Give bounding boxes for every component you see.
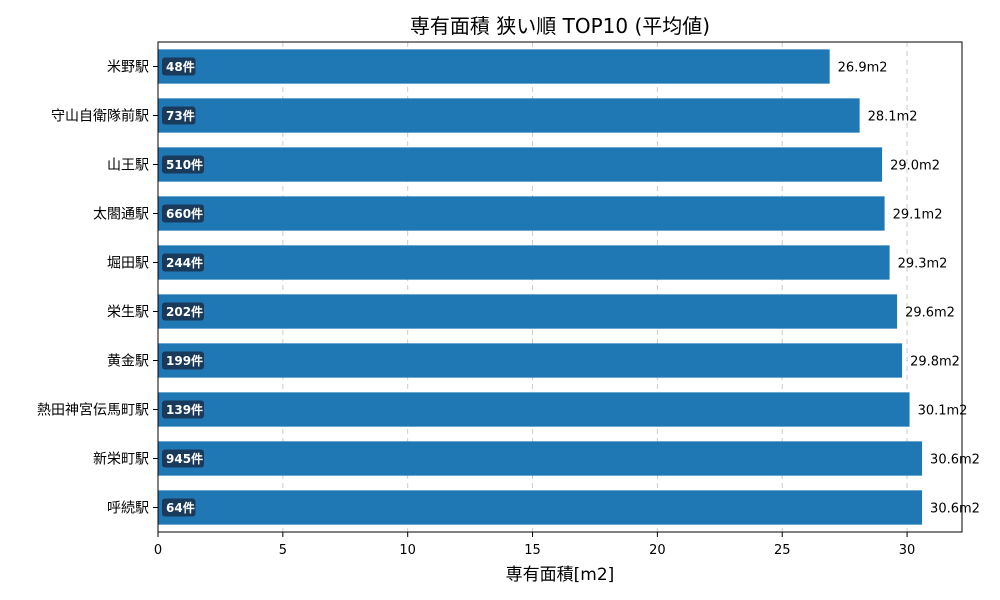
x-tick-label: 15 [524,543,541,558]
x-tick-label: 20 [649,543,666,558]
y-axis: 米野駅守山自衛隊前駅山王駅太閤通駅堀田駅栄生駅黄金駅熱田神宮伝馬町駅新栄町駅呼続… [37,60,158,517]
x-axis: 0 5 10 15 20 25 30 [154,532,915,558]
bars: 48件 26.9m2 73件 28.1m2 510件 29.0m2 660件 29.1m2 24… [158,49,980,525]
count-label: 48件 [166,59,195,74]
count-badge [162,57,196,76]
value-label: 30.1m2 [918,404,968,419]
value-label: 30.6m2 [930,453,980,468]
category-label: 黄金駅 [107,353,149,370]
x-tick-label: 30 [899,543,916,558]
category-label: 熱田神宮伝馬町駅 [37,403,149,419]
x-axis-label: 専有面積[m2] [506,565,615,585]
count-label: 244件 [166,255,203,270]
bar [158,196,885,231]
plot-frame [157,41,963,533]
count-label: 199件 [166,353,203,368]
count-label: 73件 [166,108,195,123]
count-label: 945件 [166,451,203,466]
count-badge [162,204,204,223]
category-label: 太閤通駅 [93,207,149,223]
bar [158,245,890,280]
category-label: 呼続駅 [107,500,149,517]
value-label: 28.1m2 [868,110,918,125]
chart-title: 専有面積 狭い順 TOP10 (平均値) [410,14,710,38]
bar [158,441,923,476]
category-label: 堀田駅 [107,256,149,272]
category-label: 新栄町駅 [93,452,149,468]
bar [158,147,883,182]
bar [158,49,830,84]
category-label: 山王駅 [107,158,149,174]
bar [158,294,898,329]
bar [158,392,910,427]
value-label: 29.1m2 [893,208,943,223]
category-label: 守山自衛隊前駅 [51,108,149,125]
value-label: 30.6m2 [930,502,980,517]
bar [158,98,860,133]
count-badge [162,302,204,321]
bar [158,343,903,378]
bar [158,490,923,525]
count-label: 660件 [166,206,203,221]
count-label: 139件 [166,402,203,417]
x-tick-label: 5 [279,543,287,558]
value-label: 29.8m2 [910,355,960,370]
x-tick-label: 25 [774,543,791,558]
category-label: 栄生駅 [107,305,149,321]
value-label: 29.3m2 [898,257,948,272]
count-label: 202件 [166,304,203,319]
count-badge [162,351,204,370]
count-badge [162,155,204,174]
count-badge [162,106,196,125]
value-label: 29.0m2 [890,159,940,174]
x-tick-label: 10 [399,543,416,558]
x-tick-label: 0 [154,543,162,558]
value-label: 29.6m2 [905,306,955,321]
count-label: 64件 [166,500,195,515]
count-badge [162,498,196,517]
count-label: 510件 [166,157,203,172]
category-label: 米野駅 [107,60,149,76]
count-badge [162,449,204,468]
count-badge [162,400,204,419]
count-badge [162,253,204,272]
value-label: 26.9m2 [838,61,888,76]
